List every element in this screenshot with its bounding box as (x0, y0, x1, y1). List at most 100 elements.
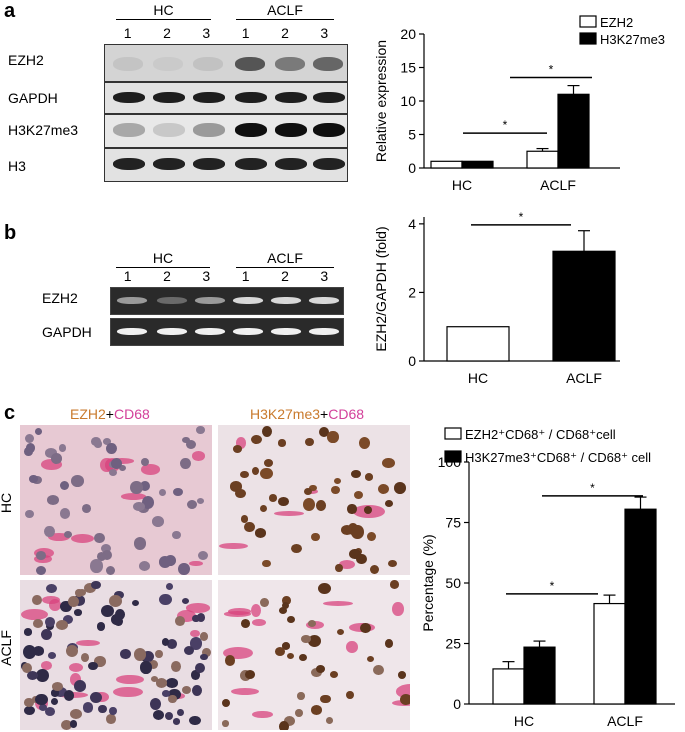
cd68-stain (231, 687, 260, 695)
bar (492, 668, 525, 705)
nucleus (334, 477, 342, 485)
nucleus (165, 583, 173, 591)
cd68-stain (192, 451, 205, 461)
nucleus (74, 609, 83, 616)
lane-numbers-a: 1 2 3 1 2 3 (108, 25, 344, 41)
blot-band (235, 57, 265, 71)
nucleus (75, 589, 83, 597)
nucleus (162, 638, 170, 646)
panel-b-letter: b (4, 222, 17, 244)
blot-band (313, 92, 345, 103)
nucleus (354, 491, 364, 500)
nucleus (387, 559, 397, 567)
nucleus (166, 639, 177, 650)
significance-star: * (503, 118, 508, 132)
nucleus (96, 551, 106, 561)
y-tick-label: 0 (453, 696, 461, 712)
nucleus (233, 445, 243, 454)
pcr-gel-gapdh (110, 318, 344, 346)
nucleus (305, 438, 314, 447)
y-tick-label: 2 (408, 284, 416, 300)
bar (593, 602, 626, 705)
cd68-stain (70, 672, 82, 686)
nucleus (23, 628, 33, 636)
cd68-stain (218, 542, 248, 550)
nucleus (307, 620, 317, 628)
bar (552, 250, 616, 362)
nucleus (244, 670, 255, 680)
nucleus (172, 487, 184, 497)
nucleus (360, 622, 371, 634)
micrograph-aclf-h3k27me3-cd68 (218, 580, 410, 730)
cd68-stain (177, 610, 197, 622)
nucleus (286, 652, 295, 659)
x-tick-label: ACLF (540, 177, 576, 193)
nucleus (170, 661, 181, 672)
row-label-hc: HC (0, 492, 15, 514)
group-label: ACLF (267, 2, 303, 18)
lane-number: 3 (202, 268, 211, 284)
nucleus (315, 665, 325, 674)
nucleus (114, 590, 124, 599)
western-blot-h3k27me3 (104, 114, 348, 148)
lane-number: 2 (163, 268, 171, 284)
bar (624, 508, 657, 705)
lane-numbers-b: 1 2 3 1 2 3 (108, 268, 344, 284)
nucleus (346, 691, 355, 700)
nucleus (151, 515, 165, 527)
nucleus (279, 720, 290, 730)
gel-band (195, 328, 225, 335)
nucleus (90, 559, 104, 573)
nucleus (393, 482, 406, 494)
y-tick-label: 25 (445, 636, 461, 652)
nucleus (105, 565, 116, 575)
nucleus (118, 464, 126, 472)
gel-band (271, 297, 301, 304)
x-tick-label: ACLF (566, 370, 602, 386)
nucleus (51, 697, 59, 705)
lane-number: 1 (241, 25, 250, 41)
ezh2-gapdh-fold-chart: 0 2 4 EZH2/GAPDH (fold) HC ACLF * (373, 210, 620, 386)
nucleus (59, 508, 71, 519)
nucleus (63, 614, 74, 625)
nucleus (255, 528, 267, 538)
cd68-stain (68, 662, 83, 672)
blot-band (193, 123, 225, 137)
nucleus (259, 505, 267, 513)
blot-band (313, 57, 343, 71)
nucleus (72, 595, 86, 607)
y-tick-label: 10 (400, 93, 416, 109)
nucleus (398, 671, 407, 680)
blot-band (275, 123, 307, 137)
cd68-stain (20, 608, 49, 621)
plus-sign: + (105, 406, 114, 422)
nucleus (114, 608, 125, 620)
nucleus (185, 439, 196, 450)
nucleus (168, 694, 177, 704)
nucleus (290, 544, 302, 554)
nucleus (120, 649, 131, 659)
nucleus (24, 698, 34, 707)
gel-band (157, 328, 187, 335)
group-label: ACLF (267, 250, 303, 266)
cd68-stain (75, 640, 100, 647)
nucleus (142, 650, 154, 663)
nucleus (35, 551, 46, 560)
y-tick-label: 0 (408, 353, 416, 369)
stain-cd68: CD68 (328, 406, 365, 422)
nucleus (197, 550, 208, 560)
nucleus (90, 691, 103, 703)
group-hc-a: HC (116, 2, 211, 20)
nucleus (140, 661, 152, 674)
cd68-stain (47, 533, 70, 542)
nucleus (175, 615, 186, 626)
gel-band (195, 297, 225, 304)
cd68-stain (40, 459, 62, 470)
nucleus (82, 702, 94, 713)
nucleus (60, 600, 72, 612)
blot-band (275, 92, 307, 103)
nucleus (230, 481, 242, 492)
column-title-ezh2-cd68: EZH2+CD68 (70, 406, 150, 422)
nucleus (181, 686, 192, 695)
nucleus (35, 427, 43, 435)
